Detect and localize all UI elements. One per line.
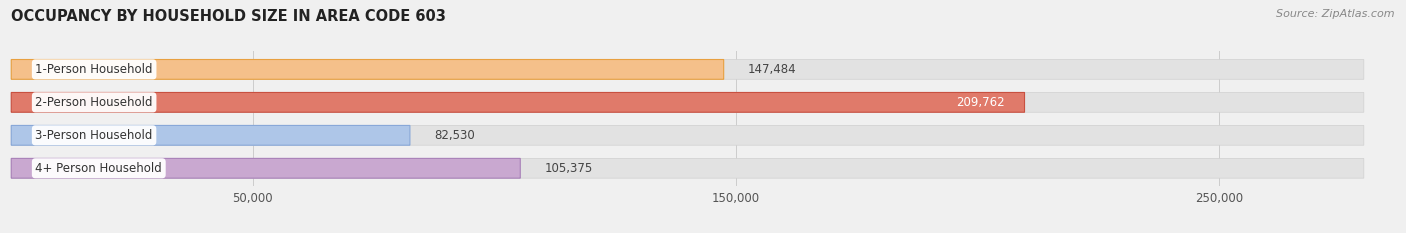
- Text: Source: ZipAtlas.com: Source: ZipAtlas.com: [1277, 9, 1395, 19]
- Text: 1-Person Household: 1-Person Household: [35, 63, 153, 76]
- FancyBboxPatch shape: [11, 93, 1025, 112]
- Text: 2-Person Household: 2-Person Household: [35, 96, 153, 109]
- FancyBboxPatch shape: [11, 125, 411, 145]
- Text: 3-Person Household: 3-Person Household: [35, 129, 153, 142]
- FancyBboxPatch shape: [11, 158, 1364, 178]
- Text: 105,375: 105,375: [544, 162, 593, 175]
- Text: 4+ Person Household: 4+ Person Household: [35, 162, 162, 175]
- Text: OCCUPANCY BY HOUSEHOLD SIZE IN AREA CODE 603: OCCUPANCY BY HOUSEHOLD SIZE IN AREA CODE…: [11, 9, 446, 24]
- FancyBboxPatch shape: [11, 59, 1364, 79]
- Text: 82,530: 82,530: [434, 129, 475, 142]
- FancyBboxPatch shape: [11, 125, 1364, 145]
- FancyBboxPatch shape: [11, 59, 724, 79]
- FancyBboxPatch shape: [11, 93, 1364, 112]
- FancyBboxPatch shape: [11, 158, 520, 178]
- Text: 147,484: 147,484: [748, 63, 796, 76]
- Text: 209,762: 209,762: [956, 96, 1005, 109]
